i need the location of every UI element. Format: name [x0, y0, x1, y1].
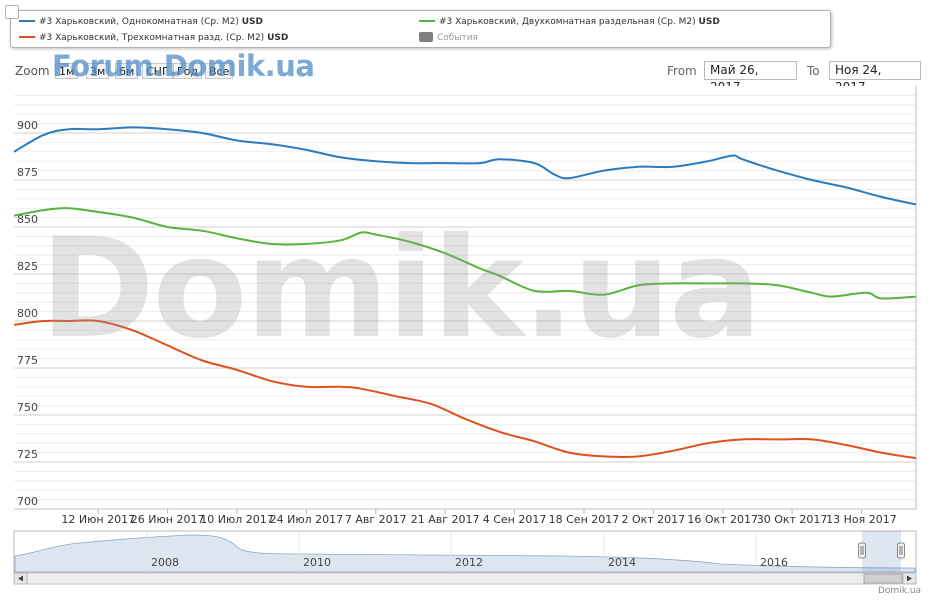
legend-item-three-room[interactable]: #3 Харьковский, Трехкомнатная разд. (Ср.…	[19, 32, 288, 44]
x-tick-label: 26 Июн 2017	[131, 513, 205, 526]
range-from-label: From	[667, 64, 697, 78]
series-line-one-room	[13, 126, 917, 206]
navigator-area	[14, 534, 916, 573]
zoom-button-6m[interactable]: 6м	[115, 63, 139, 79]
legend-label-one-room: #3 Харьковский, Однокомнатная (Ср. М2)	[39, 17, 239, 27]
range-from-input[interactable]: Май 26, 2017	[704, 61, 797, 94]
x-tick-label: 30 Окт 2017	[757, 513, 828, 526]
legend-drag-handle[interactable]	[5, 5, 19, 19]
zoom-button-1m[interactable]: 1м	[55, 63, 79, 79]
legend-item-one-room[interactable]: #3 Харьковский, Однокомнатная (Ср. М2) U…	[19, 16, 263, 28]
legend-unit-two-room: USD	[698, 17, 720, 27]
navigator-year-label: 2012	[455, 556, 483, 569]
y-tick-label: 800	[17, 307, 38, 320]
range-to-label: To	[807, 64, 820, 78]
x-tick-label: 4 Сен 2017	[483, 513, 547, 526]
y-tick-label: 725	[17, 448, 38, 461]
x-tick-label: 18 Сен 2017	[549, 513, 620, 526]
legend-label-two-room: #3 Харьковский, Двухкомнатная раздельная…	[439, 17, 696, 27]
forum-watermark: Forum.Domik.ua	[52, 49, 315, 83]
legend-item-two-room[interactable]: #3 Харьковский, Двухкомнатная раздельная…	[419, 16, 720, 28]
legend-label-events: События	[437, 33, 478, 43]
legend-swatch-three-room	[19, 35, 35, 38]
x-tick-label: 2 Окт 2017	[621, 513, 685, 526]
navigator-year-label: 2014	[608, 556, 636, 569]
y-tick-label: 900	[17, 119, 38, 132]
navigator-selection[interactable]	[862, 531, 901, 572]
scroll-left-arrow-icon	[18, 575, 23, 582]
y-tick-label: 825	[17, 260, 38, 273]
y-tick-label: 875	[17, 166, 38, 179]
y-tick-label: 775	[17, 354, 38, 367]
zoom-button-3m[interactable]: 3м	[86, 63, 110, 79]
legend-unit-one-room: USD	[241, 17, 263, 27]
scrollbar-thumb[interactable]	[863, 573, 903, 584]
x-tick-label: 12 Июн 2017	[61, 513, 135, 526]
legend-label-three-room: #3 Харьковский, Трехкомнатная разд. (Ср.…	[39, 33, 265, 43]
y-tick-label: 850	[17, 213, 38, 226]
x-tick-label: 16 Окт 2017	[687, 513, 758, 526]
legend-swatch-two-room	[419, 19, 435, 22]
series-line-three-room	[13, 319, 917, 460]
legend-swatch-events	[419, 31, 433, 42]
navigator-year-label: 2010	[303, 556, 331, 569]
x-tick-label: 21 Авг 2017	[411, 513, 480, 526]
x-tick-label: 13 Ноя 2017	[826, 513, 897, 526]
x-tick-label: 24 Июл 2017	[270, 513, 344, 526]
y-tick-label: 750	[17, 401, 38, 414]
navigator-handle[interactable]	[897, 542, 905, 559]
navigator-year-label: 2016	[760, 556, 788, 569]
navigator-handle[interactable]	[858, 542, 866, 559]
legend-item-events[interactable]: События	[419, 31, 478, 44]
zoom-button-all[interactable]: Все	[205, 63, 234, 79]
zoom-button-year[interactable]: Год	[173, 63, 203, 79]
scroll-right-arrow-icon	[907, 575, 912, 582]
zoom-label: Zoom	[15, 64, 50, 78]
navigator-scrollbar[interactable]	[13, 572, 917, 585]
legend-unit-three-room: USD	[267, 33, 289, 43]
footer-credit[interactable]: Domik.ua	[878, 586, 921, 596]
series-line-two-room	[13, 207, 917, 300]
legend-swatch-one-room	[19, 19, 35, 22]
x-tick-label: 10 Июл 2017	[200, 513, 274, 526]
chart-legend: #3 Харьковский, Однокомнатная (Ср. М2) U…	[5, 5, 831, 48]
x-tick-label: 7 Авг 2017	[345, 513, 407, 526]
navigator-year-label: 2008	[151, 556, 179, 569]
y-tick-label: 700	[17, 495, 38, 508]
plot-area	[14, 86, 916, 509]
zoom-button-ytd[interactable]: СНГ	[142, 63, 173, 79]
